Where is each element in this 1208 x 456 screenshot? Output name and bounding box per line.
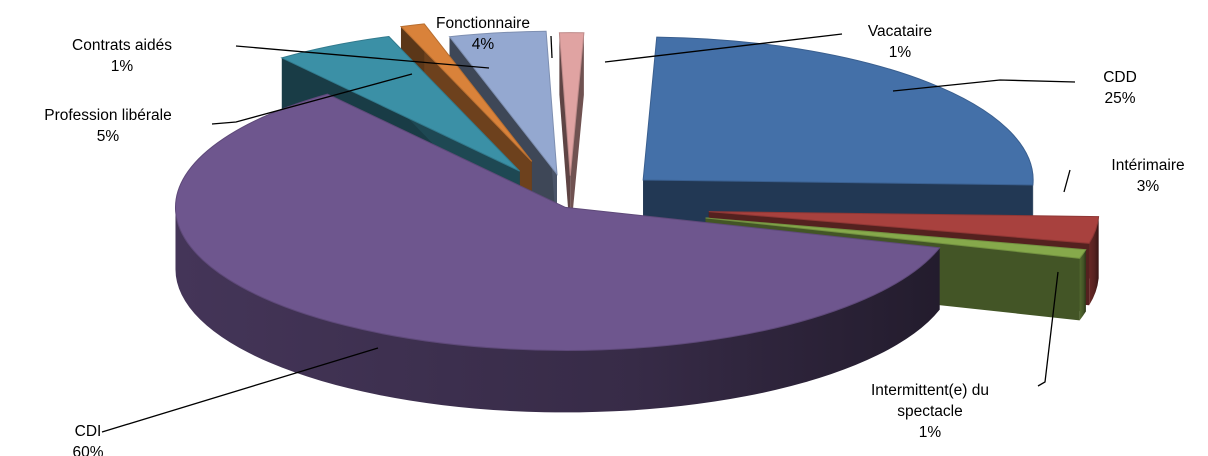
slice-side-3 bbox=[175, 207, 940, 413]
slice-wall-7 bbox=[559, 32, 571, 238]
leader-line-3 bbox=[101, 347, 379, 433]
leader-line-5 bbox=[235, 45, 490, 69]
leader-line-1 bbox=[1063, 169, 1071, 193]
slice-profession-lib-rale bbox=[280, 35, 521, 172]
slice-contrats-aid-s bbox=[399, 23, 533, 162]
slice-labels: CDD 25% Intérimaire 3% Intermittent(e) du spe… bbox=[44, 15, 1184, 456]
slice-cdd bbox=[642, 36, 1034, 186]
slice-label-7: Vacataire 1% bbox=[868, 23, 932, 61]
pie-tops bbox=[174, 23, 1100, 351]
slice-int-rimaire bbox=[708, 211, 1100, 244]
leader-line-2 bbox=[1037, 271, 1059, 387]
slice-label-0: CDD 25% bbox=[1103, 69, 1137, 107]
leader-line-6 bbox=[550, 35, 553, 59]
slice-vacataire bbox=[558, 32, 585, 176]
leader-lines bbox=[101, 33, 1076, 433]
leader-line-7 bbox=[604, 33, 843, 63]
slice-side-1 bbox=[1089, 216, 1099, 306]
slice-intermittent-e-du-spectacle bbox=[705, 217, 1087, 259]
slice-label-1: Intérimaire 3% bbox=[1111, 157, 1184, 195]
slice-wall-7 bbox=[570, 32, 584, 238]
slice-label-2: Intermittent(e) du spectacle 1% bbox=[871, 382, 989, 441]
slice-side-2 bbox=[1079, 249, 1086, 321]
slice-label-5: Contrats aidés 1% bbox=[72, 37, 172, 75]
slice-cdi bbox=[174, 93, 941, 351]
slice-label-6: Fonctionnaire 4% bbox=[436, 15, 530, 53]
slice-label-3: CDI 60% bbox=[72, 423, 103, 456]
slice-label-4: Profession libérale 5% bbox=[44, 107, 172, 145]
leader-line-0 bbox=[892, 79, 1076, 92]
leader-line-4 bbox=[211, 73, 413, 125]
